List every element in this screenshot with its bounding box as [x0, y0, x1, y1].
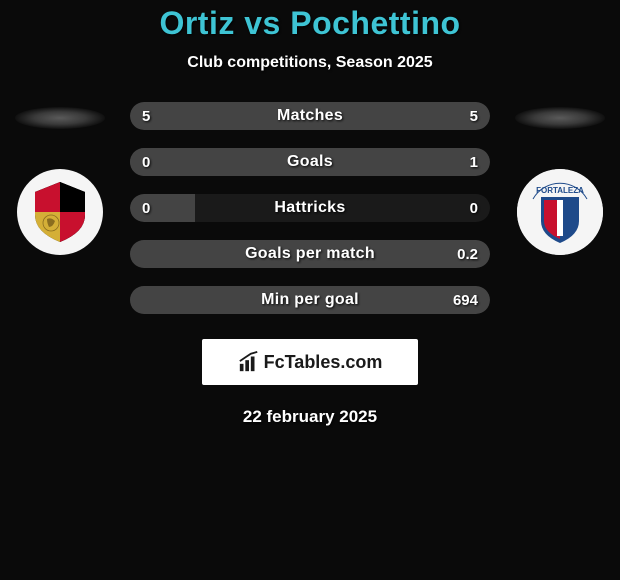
player-shadow-right [515, 107, 605, 129]
stat-value-right: 0 [470, 200, 478, 217]
chart-icon [238, 351, 260, 373]
player-shadow-left [15, 107, 105, 129]
stat-bar: 5Matches5 [130, 102, 490, 130]
comparison-container: Ortiz vs Pochettino Club competitions, S… [0, 0, 620, 427]
stat-bar: Min per goal694 [130, 286, 490, 314]
stat-bar: 0Goals1 [130, 148, 490, 176]
stat-label: Matches [130, 107, 490, 125]
page-title: Ortiz vs Pochettino [0, 5, 620, 42]
main-row: 5Matches50Goals10Hattricks0Goals per mat… [0, 102, 620, 314]
fortaleza-badge: FORTALEZA [517, 169, 603, 255]
fortaleza-shield-icon: FORTALEZA [517, 169, 603, 255]
stat-value-right: 0.2 [457, 246, 478, 263]
stat-label: Hattricks [130, 199, 490, 217]
stat-label: Goals per match [130, 245, 490, 263]
date-text: 22 february 2025 [0, 407, 620, 427]
subtitle: Club competitions, Season 2025 [0, 54, 620, 72]
sport-recife-shield-icon [25, 177, 95, 247]
stat-bar: 0Hattricks0 [130, 194, 490, 222]
stat-label: Min per goal [130, 291, 490, 309]
left-player-col [10, 102, 110, 255]
stat-label: Goals [130, 153, 490, 171]
stats-column: 5Matches50Goals10Hattricks0Goals per mat… [130, 102, 490, 314]
stat-bar: Goals per match0.2 [130, 240, 490, 268]
logo-text: FcTables.com [264, 352, 383, 373]
stat-value-right: 5 [470, 108, 478, 125]
sport-recife-badge [17, 169, 103, 255]
right-player-col: FORTALEZA [510, 102, 610, 255]
stat-value-right: 1 [470, 154, 478, 171]
fctables-logo: FcTables.com [202, 339, 418, 385]
svg-text:FORTALEZA: FORTALEZA [536, 186, 584, 195]
stat-value-right: 694 [453, 292, 478, 309]
